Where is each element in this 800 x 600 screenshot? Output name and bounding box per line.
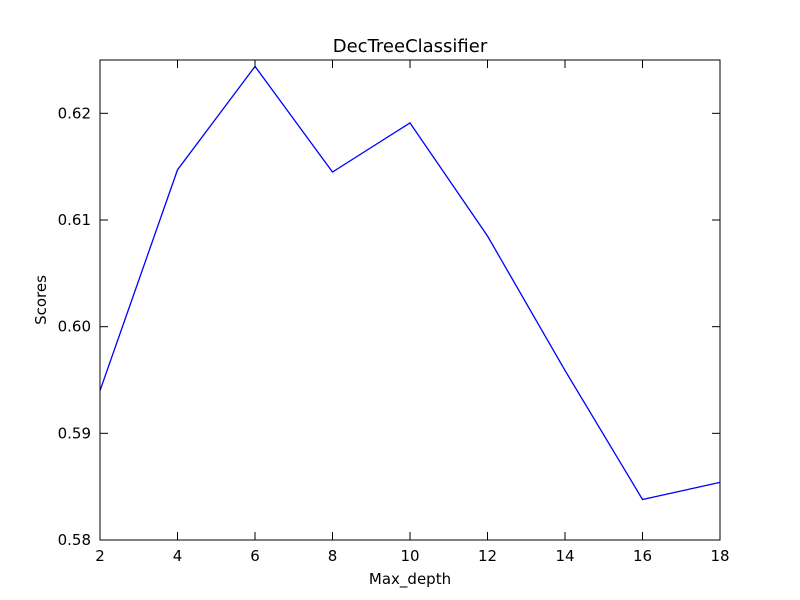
x-tick-label: 18 [710,547,729,565]
y-tick-label: 0.61 [58,211,91,229]
x-tick-label: 2 [95,547,105,565]
x-tick-label: 14 [555,547,574,565]
series-line-0 [99,65,721,501]
plot-area: 2 4 6 8 10 12 14 16 18 0.58 0.59 0.60 0.61 0.62 [58,59,730,565]
y-tick-label: 0.59 [58,424,91,442]
plot-background [100,60,720,540]
x-tick-label: 12 [478,547,497,565]
chart-title: DecTreeClassifier [333,36,488,57]
y-tick-label: 0.62 [58,104,91,122]
y-tick-label: 0.60 [58,318,91,336]
x-tick-label: 4 [173,547,183,565]
axes-frame [99,59,721,541]
y-axis-label: Scores [32,275,50,325]
x-tick-label: 10 [400,547,419,565]
x-tick-label: 6 [250,547,260,565]
x-tick-label: 16 [633,547,652,565]
y-tick-label: 0.58 [58,531,91,549]
x-tick-label: 8 [328,547,338,565]
x-axis-label: Max_depth [369,570,451,589]
